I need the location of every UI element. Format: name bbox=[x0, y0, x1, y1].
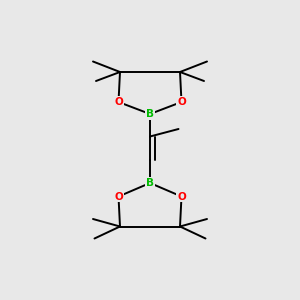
Text: O: O bbox=[114, 97, 123, 107]
Text: B: B bbox=[146, 109, 154, 119]
Text: O: O bbox=[177, 191, 186, 202]
Text: B: B bbox=[146, 178, 154, 188]
Text: O: O bbox=[114, 191, 123, 202]
Text: O: O bbox=[177, 97, 186, 107]
